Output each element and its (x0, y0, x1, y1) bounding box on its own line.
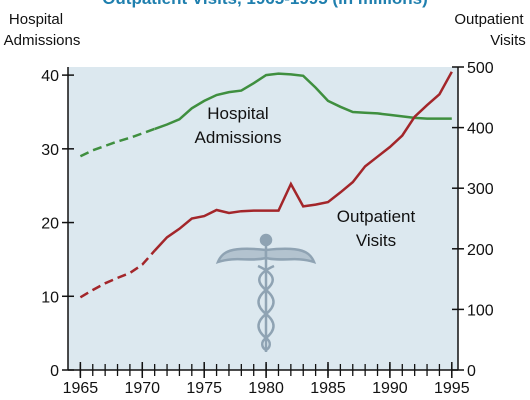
y-tick-label: 40 (41, 68, 59, 85)
y-axis-label: Admissions (4, 32, 81, 49)
y2-tick-label: 100 (467, 302, 494, 319)
y2-tick-label: 200 (467, 242, 494, 259)
y2-tick-label: 300 (467, 181, 494, 198)
y-tick-label: 30 (41, 142, 59, 159)
y-axis-label: Hospital (9, 11, 63, 28)
annotation: Visits (356, 231, 396, 250)
x-tick-label: 1990 (372, 380, 408, 397)
x-tick-label: 1985 (310, 380, 346, 397)
page: {"chart_data": {"type": "line", "title":… (0, 0, 530, 400)
y2-axis-label: Visits (490, 32, 526, 49)
x-tick-label: 1965 (63, 380, 99, 397)
y-tick-label: 20 (41, 216, 59, 233)
chart: Outpatient Visits, 1965-1995 (in million… (0, 0, 530, 400)
y-tick-label: 10 (41, 289, 59, 306)
y-tick-label: 0 (50, 363, 59, 380)
x-tick-label: 1970 (124, 380, 160, 397)
chart-title: Outpatient Visits, 1965-1995 (in million… (102, 0, 428, 8)
x-tick-label: 1975 (186, 380, 222, 397)
annotation: Outpatient (337, 207, 416, 226)
y2-axis-label: Outpatient (454, 11, 524, 28)
x-tick-label: 1980 (248, 380, 284, 397)
annotation: Admissions (195, 128, 282, 147)
y2-tick-label: 0 (467, 363, 476, 380)
y2-tick-label: 400 (467, 121, 494, 138)
annotation: Hospital (207, 104, 268, 123)
y2-tick-label: 500 (467, 60, 494, 77)
x-tick-label: 1995 (434, 380, 470, 397)
